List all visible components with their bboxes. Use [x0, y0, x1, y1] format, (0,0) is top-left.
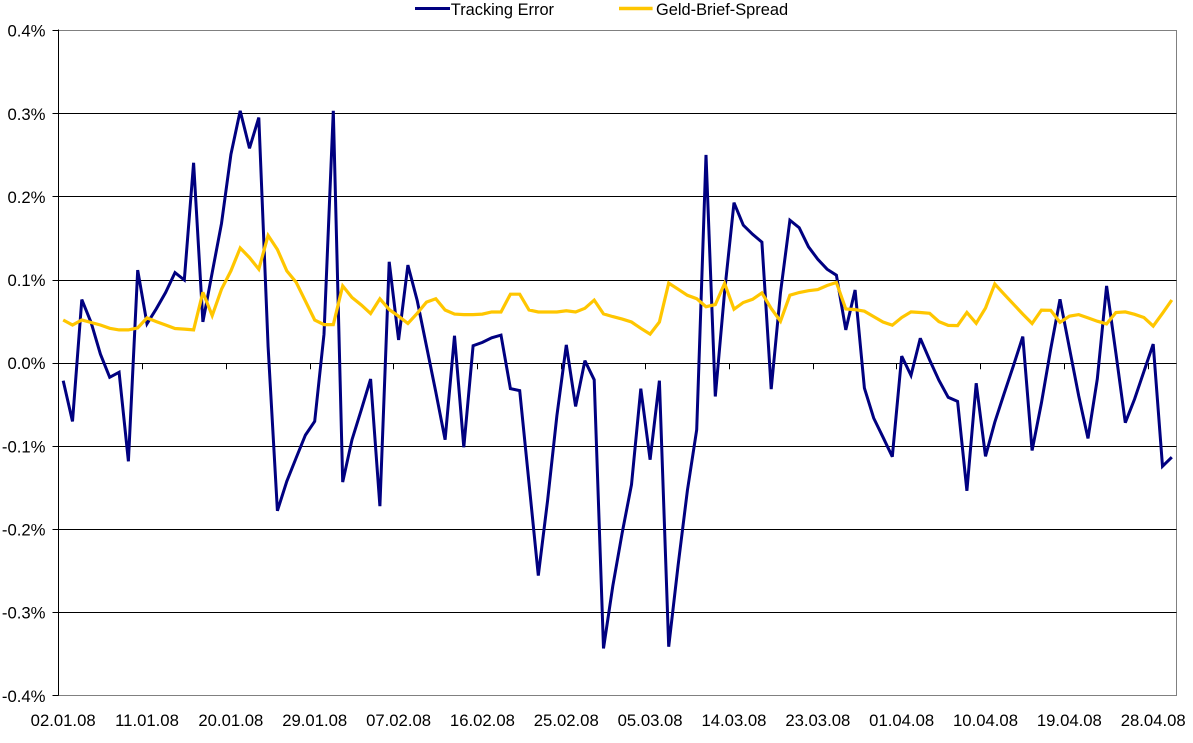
svg-text:29.01.08: 29.01.08 — [282, 711, 347, 730]
svg-text:0.0%: 0.0% — [7, 354, 45, 373]
svg-text:20.01.08: 20.01.08 — [198, 711, 263, 730]
svg-text:11.01.08: 11.01.08 — [115, 711, 179, 730]
svg-text:14.03.08: 14.03.08 — [701, 711, 766, 730]
svg-text:01.04.08: 01.04.08 — [869, 711, 934, 730]
svg-text:Tracking Error: Tracking Error — [451, 1, 555, 19]
svg-text:19.04.08: 19.04.08 — [1037, 711, 1102, 730]
svg-text:25.02.08: 25.02.08 — [534, 711, 599, 730]
svg-text:28.04.08: 28.04.08 — [1121, 711, 1186, 730]
svg-text:10.04.08: 10.04.08 — [953, 711, 1018, 730]
svg-text:-0.4%: -0.4% — [2, 687, 46, 706]
svg-text:0.4%: 0.4% — [7, 22, 45, 41]
svg-text:0.3%: 0.3% — [7, 105, 45, 124]
svg-text:16.02.08: 16.02.08 — [450, 711, 515, 730]
svg-text:-0.2%: -0.2% — [2, 521, 46, 540]
svg-text:07.02.08: 07.02.08 — [366, 711, 431, 730]
svg-text:23.03.08: 23.03.08 — [785, 711, 850, 730]
svg-text:02.01.08: 02.01.08 — [31, 711, 96, 730]
svg-text:0.1%: 0.1% — [7, 271, 45, 290]
svg-text:-0.3%: -0.3% — [2, 604, 46, 623]
svg-text:05.03.08: 05.03.08 — [618, 711, 683, 730]
svg-text:Geld-Brief-Spread: Geld-Brief-Spread — [656, 1, 788, 19]
svg-text:-0.1%: -0.1% — [2, 437, 46, 456]
svg-text:0.2%: 0.2% — [7, 188, 45, 207]
